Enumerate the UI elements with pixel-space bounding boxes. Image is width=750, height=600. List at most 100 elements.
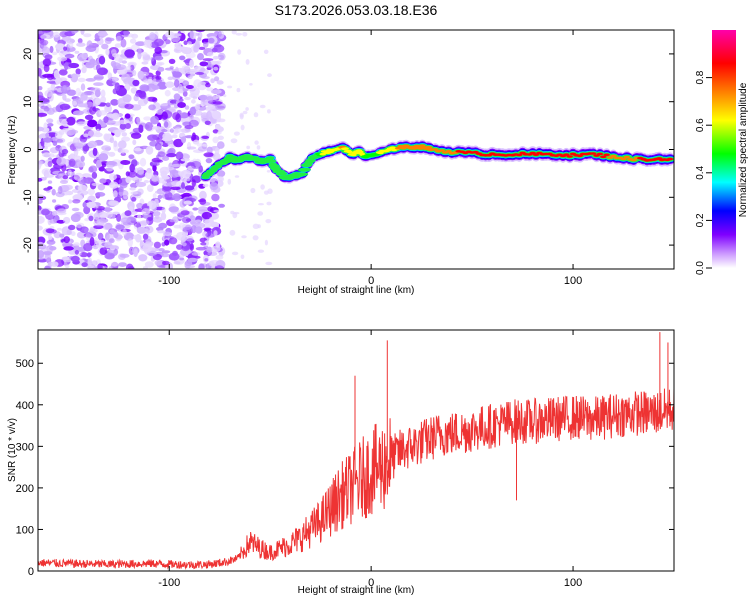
noise-blob xyxy=(177,88,184,94)
noise-blob xyxy=(97,183,106,191)
noise-blob xyxy=(138,124,144,133)
noise-blob xyxy=(191,99,196,104)
noise-blob xyxy=(172,71,182,78)
noise-blob xyxy=(66,229,72,236)
noise-blob xyxy=(162,260,170,266)
noise-blob xyxy=(79,252,88,258)
noise-blob xyxy=(83,243,93,252)
y-tick-label: 500 xyxy=(16,358,34,370)
snr-x-ticks: -100 0 100 xyxy=(158,330,582,589)
noise-blob xyxy=(185,52,196,59)
noise-blob xyxy=(97,232,104,241)
noise-blob xyxy=(157,230,167,234)
noise-blob xyxy=(38,177,43,182)
ridge-core xyxy=(445,150,452,153)
noise-blob xyxy=(164,121,169,128)
noise-blob xyxy=(113,142,119,152)
colorbar-tick-label: 0.6 xyxy=(695,118,706,132)
noise-blob xyxy=(60,84,71,94)
y-tick-label: 300 xyxy=(16,441,34,453)
noise-blob xyxy=(56,227,63,231)
noise-blob xyxy=(183,200,192,205)
noise-blob xyxy=(63,236,70,244)
noise-blob xyxy=(137,70,144,80)
noise-blob xyxy=(61,148,69,155)
noise-blob xyxy=(139,90,147,100)
noise-blob xyxy=(68,224,76,231)
spectrogram-x-ticks: -100 0 100 xyxy=(158,30,582,287)
noise-blob xyxy=(143,79,153,84)
noise-blob xyxy=(94,38,101,42)
noise-blob xyxy=(49,147,60,154)
noise-blob xyxy=(190,161,202,169)
noise-blob xyxy=(136,167,144,175)
noise-blob xyxy=(256,145,261,150)
noise-blob xyxy=(103,133,110,141)
noise-blob xyxy=(62,120,68,125)
noise-blob xyxy=(198,46,206,51)
noise-blob xyxy=(206,64,216,69)
noise-blob xyxy=(59,180,69,184)
ridge-core xyxy=(346,150,353,154)
ridge-core xyxy=(596,152,604,156)
noise-blob xyxy=(98,153,109,162)
noise-blob xyxy=(217,30,222,37)
noise-blob xyxy=(202,40,209,48)
noise-blob xyxy=(265,219,272,224)
noise-blob xyxy=(98,166,105,172)
noise-blob xyxy=(44,174,55,178)
noise-blob xyxy=(63,184,73,190)
noise-blob xyxy=(212,101,223,105)
noise-blob xyxy=(215,60,222,65)
noise-blob xyxy=(217,135,224,140)
noise-blob xyxy=(76,231,87,239)
noise-blob xyxy=(189,59,195,68)
noise-blob xyxy=(143,116,152,121)
noise-blob xyxy=(206,96,214,101)
noise-blob xyxy=(120,38,127,48)
noise-blob xyxy=(197,146,208,152)
noise-blob xyxy=(127,238,133,247)
noise-blob xyxy=(179,112,190,119)
noise-blob xyxy=(67,42,74,49)
noise-blob xyxy=(213,209,220,213)
noise-blob xyxy=(136,117,141,124)
noise-blob xyxy=(108,238,115,244)
noise-blob xyxy=(47,87,58,91)
noise-blob xyxy=(52,199,57,203)
noise-blob xyxy=(86,252,93,257)
noise-blob xyxy=(68,158,76,167)
noise-blob xyxy=(217,130,222,135)
noise-blob xyxy=(118,119,129,125)
noise-blob xyxy=(168,147,176,155)
noise-blob xyxy=(87,195,96,203)
noise-blob xyxy=(94,97,101,106)
noise-blob xyxy=(85,78,96,82)
noise-blob xyxy=(205,82,211,88)
ridge-core xyxy=(566,155,573,158)
noise-blob xyxy=(120,149,126,154)
noise-blob xyxy=(161,175,170,180)
noise-blob xyxy=(99,178,107,184)
noise-blob xyxy=(155,75,162,81)
noise-blob xyxy=(120,217,131,224)
ridge-core xyxy=(630,158,637,162)
noise-blob xyxy=(77,189,89,196)
ridge-blob xyxy=(296,172,309,176)
noise-blob xyxy=(152,162,160,166)
noise-blob xyxy=(141,205,150,209)
noise-blob xyxy=(174,42,182,48)
noise-blob xyxy=(174,79,180,88)
noise-blob xyxy=(87,257,93,267)
ridge-core xyxy=(400,146,407,150)
ridge-blob xyxy=(266,156,275,160)
noise-blob xyxy=(151,176,157,182)
noise-blob xyxy=(43,154,50,158)
noise-blob xyxy=(76,97,82,102)
noise-blob xyxy=(85,61,95,69)
noise-blob xyxy=(156,109,164,115)
noise-blob xyxy=(101,163,107,168)
noise-blob xyxy=(112,190,118,198)
noise-blob xyxy=(184,96,191,101)
